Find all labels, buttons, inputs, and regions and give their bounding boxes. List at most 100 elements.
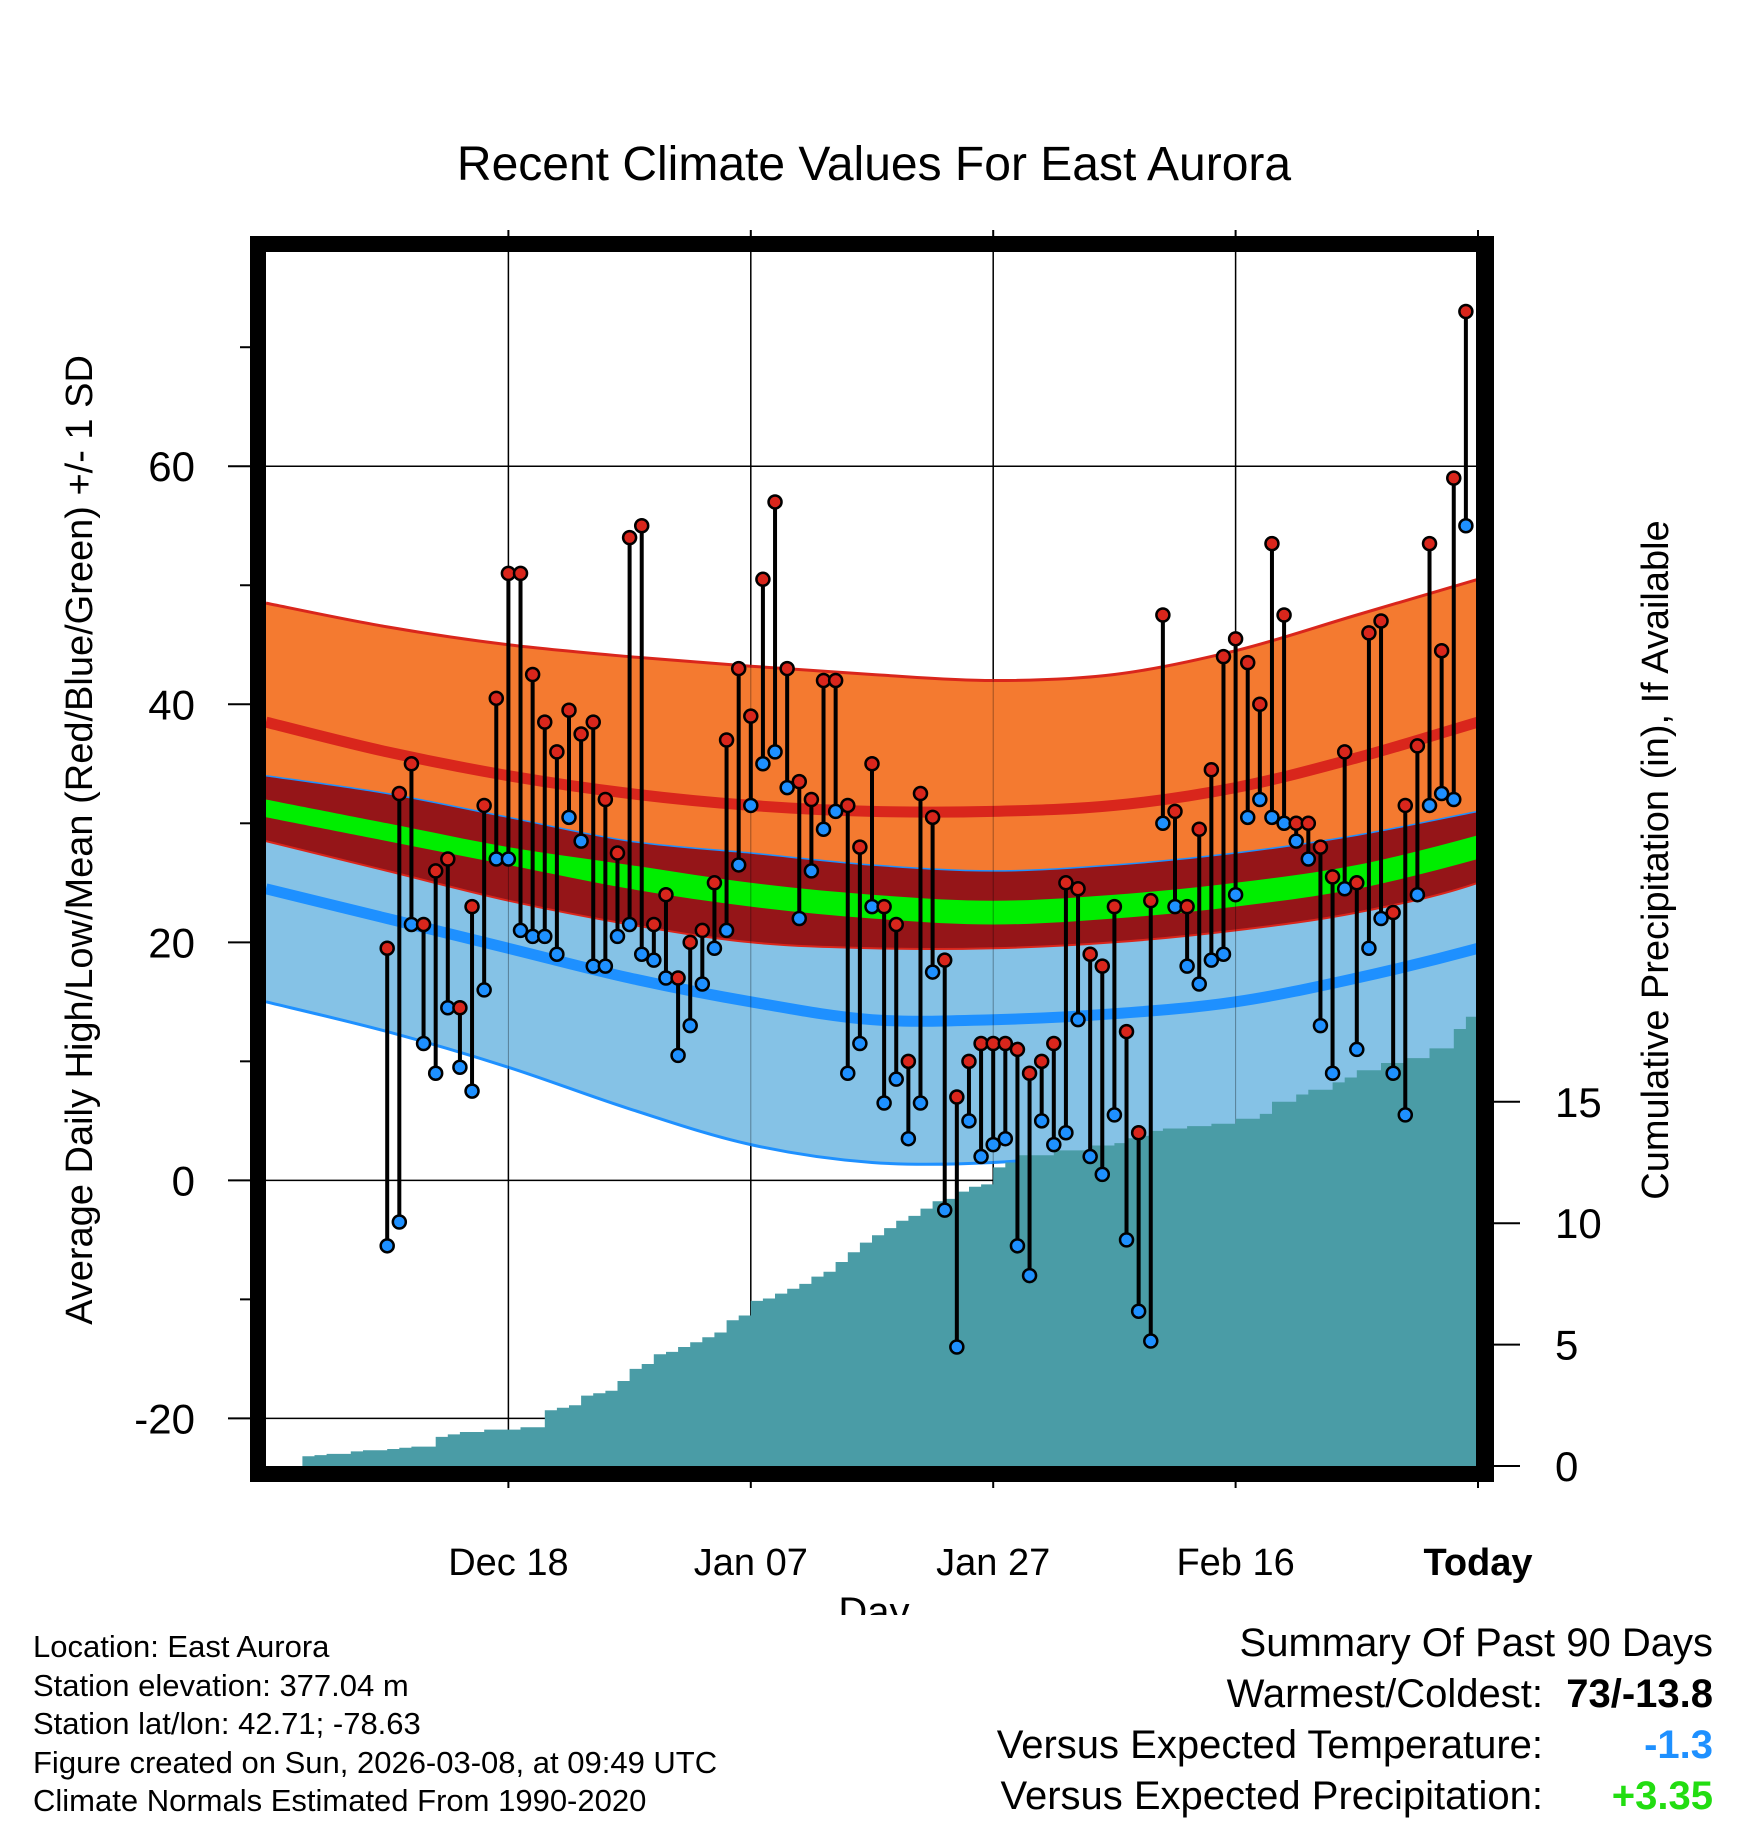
daily-low-point — [1252, 791, 1268, 808]
daily-high-point — [1361, 625, 1377, 641]
daily-high-point — [549, 744, 565, 760]
daily-low-point — [949, 1339, 965, 1355]
daily-low-point — [1106, 1107, 1123, 1123]
daily-high-point — [912, 785, 929, 802]
temp-value: -1.3 — [1644, 1723, 1713, 1767]
daily-low-point — [1433, 785, 1450, 802]
daily-high-point — [476, 797, 492, 814]
y2-tick-label: 0 — [1555, 1443, 1578, 1490]
daily-low-point — [961, 1113, 977, 1129]
daily-low-point — [561, 809, 577, 826]
daily-low-point — [1349, 1041, 1365, 1058]
daily-high-point — [1143, 892, 1159, 909]
daily-high-point — [646, 916, 662, 933]
daily-high-point — [633, 517, 650, 534]
daily-low-point — [840, 1065, 856, 1081]
daily-high-point — [573, 726, 589, 742]
daily-high-point — [888, 916, 904, 933]
daily-high-point — [1082, 946, 1098, 962]
daily-low-point — [694, 976, 711, 992]
daily-high-point — [609, 845, 626, 861]
daily-high-point — [864, 756, 880, 772]
daily-low-point — [1070, 1011, 1086, 1028]
daily-low-point — [512, 922, 529, 939]
daily-high-point — [1349, 875, 1365, 891]
daily-low-point — [1385, 1065, 1401, 1081]
daily-high-point — [852, 839, 868, 855]
daily-low-point — [609, 928, 626, 945]
daily-low-point — [1324, 1065, 1341, 1081]
daily-low-point — [1179, 958, 1195, 974]
daily-high-point — [561, 702, 577, 718]
x-tick-label: Jan 27 — [936, 1542, 1050, 1584]
summary-title: Summary Of Past 90 Days — [1239, 1621, 1713, 1665]
daily-low-point — [1203, 952, 1220, 968]
daily-high-point — [924, 809, 941, 826]
daily-low-point — [633, 946, 650, 962]
daily-high-point — [1058, 875, 1074, 891]
latlon-text: Station lat/lon: 42.71; -78.63 — [33, 1706, 421, 1741]
daily-low-point — [646, 952, 662, 968]
daily-low-point — [924, 964, 941, 980]
daily-high-point — [1094, 958, 1111, 974]
daily-high-point — [1397, 797, 1414, 814]
daily-high-point — [440, 851, 456, 867]
daily-low-point — [1058, 1124, 1074, 1141]
daily-high-point — [694, 922, 711, 939]
daily-low-point — [815, 821, 832, 837]
high-plus-sd-line — [265, 576, 1482, 683]
daily-high-point — [1252, 696, 1268, 713]
daily-low-point — [597, 958, 614, 974]
daily-low-point — [537, 928, 553, 945]
temp-label: Versus Expected Temperature: — [996, 1723, 1543, 1767]
daily-low-point — [476, 982, 492, 998]
x-tick-label: Dec 18 — [448, 1542, 568, 1584]
daily-low-point — [888, 1071, 904, 1087]
daily-low-point — [1264, 809, 1280, 826]
daily-high-point — [1276, 607, 1292, 623]
daily-high-point — [1458, 303, 1474, 320]
daily-low-point — [1397, 1107, 1414, 1123]
daily-high-point — [936, 952, 953, 968]
daily-high-point — [1373, 613, 1389, 629]
daily-low-point — [743, 797, 759, 814]
daily-low-point — [452, 1059, 468, 1076]
y-tick-label: -20 — [134, 1395, 195, 1442]
daily-low-point — [415, 1035, 432, 1052]
daily-high-point — [730, 660, 747, 677]
daily-high-point — [840, 797, 856, 814]
x-tick-label: Feb 16 — [1176, 1542, 1294, 1584]
daily-high-point — [1046, 1035, 1062, 1052]
daily-high-point — [1009, 1041, 1026, 1058]
daily-low-point — [912, 1095, 929, 1111]
daily-low-point — [1227, 886, 1244, 903]
daily-high-point — [537, 714, 553, 730]
today-days-label: Days — [1486, 1406, 1572, 1447]
y2-tick-label: 15 — [1555, 1079, 1602, 1126]
daily-high-point — [791, 773, 808, 790]
y-axis-label: Average Daily High/Low/Mean (Red/Blue/Gr… — [59, 355, 101, 1325]
daily-high-point — [403, 756, 420, 772]
daily-low-point — [1458, 517, 1474, 534]
daily-low-point — [379, 1238, 395, 1254]
daily-high-point — [524, 666, 541, 683]
daily-low-point — [1312, 1017, 1329, 1034]
daily-high-point — [1446, 470, 1462, 486]
low-sd-band — [266, 841, 1482, 1165]
daily-low-point — [1300, 851, 1317, 867]
daily-high-point — [597, 791, 614, 808]
elevation-text: Station elevation: 377.04 m — [33, 1667, 409, 1703]
daily-low-point — [791, 910, 808, 927]
daily-high-point — [1215, 648, 1232, 665]
daily-high-point — [1433, 642, 1450, 659]
daily-high-point — [767, 494, 783, 510]
summary-precip-row: Versus Expected Precipitation: +3.35 — [997, 1771, 1713, 1822]
daily-high-point — [452, 1000, 468, 1016]
daily-low-point — [997, 1130, 1014, 1147]
daily-high-point — [1155, 607, 1171, 623]
daily-low-point — [1143, 1333, 1159, 1349]
daily-high-point — [1191, 821, 1207, 837]
daily-low-point — [1288, 833, 1304, 849]
plot-frame — [250, 236, 1494, 1482]
